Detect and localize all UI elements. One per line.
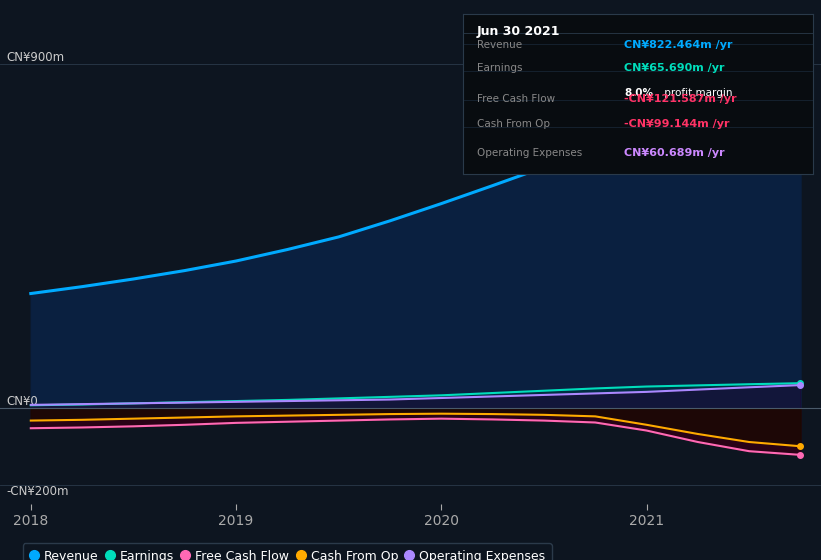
Text: CN¥822.464m /yr: CN¥822.464m /yr xyxy=(624,40,732,49)
Text: 8.0%: 8.0% xyxy=(624,88,653,98)
Text: CN¥60.689m /yr: CN¥60.689m /yr xyxy=(624,148,725,158)
Text: Cash From Op: Cash From Op xyxy=(477,119,550,129)
Text: Free Cash Flow: Free Cash Flow xyxy=(477,94,555,104)
Text: profit margin: profit margin xyxy=(661,88,732,98)
Legend: Revenue, Earnings, Free Cash Flow, Cash From Op, Operating Expenses: Revenue, Earnings, Free Cash Flow, Cash … xyxy=(23,543,552,560)
Text: CN¥65.690m /yr: CN¥65.690m /yr xyxy=(624,63,724,73)
Text: -CN¥121.587m /yr: -CN¥121.587m /yr xyxy=(624,94,736,104)
Text: CN¥900m: CN¥900m xyxy=(7,51,64,64)
Text: -CN¥99.144m /yr: -CN¥99.144m /yr xyxy=(624,119,729,129)
Text: Jun 30 2021: Jun 30 2021 xyxy=(477,25,561,38)
Text: Earnings: Earnings xyxy=(477,63,522,73)
Text: -CN¥200m: -CN¥200m xyxy=(7,485,69,498)
Text: CN¥0: CN¥0 xyxy=(7,395,38,408)
Text: Operating Expenses: Operating Expenses xyxy=(477,148,582,158)
Text: Revenue: Revenue xyxy=(477,40,522,49)
